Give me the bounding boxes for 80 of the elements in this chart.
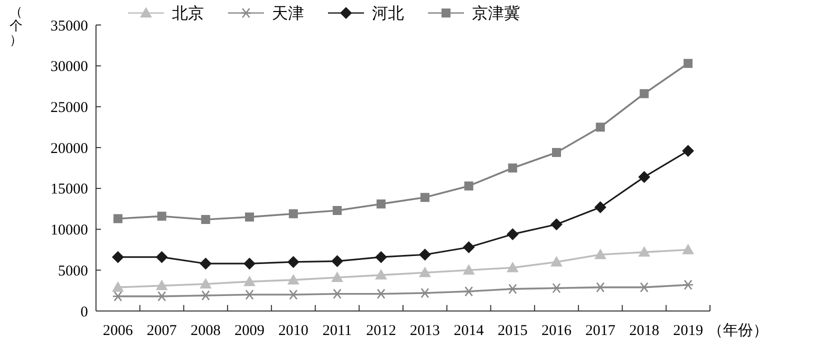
point [418, 248, 431, 261]
x-tick-label: 2011 [322, 323, 352, 339]
point [376, 199, 386, 208]
y-axis-title: （个） [10, 5, 22, 48]
point [156, 291, 168, 302]
point [419, 288, 431, 298]
x-tick-label: 2006 [102, 323, 134, 339]
x-tick-label: 2007 [146, 323, 178, 339]
point [684, 58, 693, 68]
point [594, 248, 606, 260]
point [462, 241, 475, 254]
point [420, 192, 430, 202]
point [288, 209, 298, 218]
y-tick-label: 0 [80, 304, 88, 320]
point [418, 266, 431, 278]
y-tick-label: 25000 [50, 100, 88, 116]
point [331, 255, 344, 268]
point [464, 181, 474, 190]
point [201, 214, 210, 224]
point [112, 281, 124, 292]
legend-label: 河北 [372, 4, 404, 23]
point [508, 164, 518, 172]
point [375, 269, 388, 280]
point [682, 144, 694, 157]
point [638, 282, 650, 293]
legend-label: 天津 [272, 4, 304, 23]
point [200, 290, 212, 301]
point [682, 244, 694, 254]
x-tick-label: 2017 [585, 323, 616, 339]
x-tick-label: 2009 [234, 323, 264, 339]
point [156, 251, 168, 264]
point [200, 258, 212, 270]
point [506, 262, 519, 272]
x-tick-label: 2012 [366, 323, 396, 339]
point [550, 256, 562, 266]
y-tick-label: 5000 [58, 263, 88, 280]
point [332, 206, 342, 215]
y-tick-label: 20000 [50, 140, 88, 157]
x-tick-label: 2015 [498, 323, 528, 339]
point [550, 282, 562, 294]
point [596, 122, 605, 132]
point [287, 256, 300, 268]
point [244, 258, 256, 270]
point [245, 212, 254, 222]
point [331, 271, 344, 282]
y-tick-label: 10000 [50, 222, 88, 239]
point [113, 214, 122, 224]
x-axis-title: （年份） [708, 322, 768, 339]
point [506, 228, 519, 240]
point [506, 284, 518, 294]
x-tick-label: 2019 [673, 323, 704, 339]
point [463, 286, 474, 297]
point [112, 251, 124, 264]
point [200, 278, 212, 289]
x-tick-label: 2008 [190, 323, 221, 339]
x-tick-label: 2018 [629, 323, 660, 339]
y-tick-label: 35000 [50, 18, 88, 34]
y-tick-label: 30000 [50, 59, 88, 76]
x-tick-label: 2010 [278, 323, 308, 339]
x-tick-label: 2013 [410, 323, 440, 339]
y-tick-label: 15000 [50, 182, 88, 198]
point [638, 170, 650, 183]
point [288, 289, 300, 300]
point [550, 218, 562, 230]
x-tick-label: 2016 [542, 323, 572, 339]
legend-label: 北京 [172, 4, 204, 23]
point [375, 251, 388, 264]
point [640, 89, 649, 98]
point [638, 246, 650, 257]
point [244, 276, 256, 286]
point [332, 288, 343, 300]
point [287, 274, 300, 284]
point [682, 280, 694, 290]
point [157, 212, 166, 221]
point [552, 148, 561, 157]
x-tick-label: 2014 [454, 323, 484, 339]
point [594, 201, 606, 214]
point [156, 280, 168, 290]
legend-label: 京津冀 [472, 4, 520, 23]
point [462, 264, 475, 275]
